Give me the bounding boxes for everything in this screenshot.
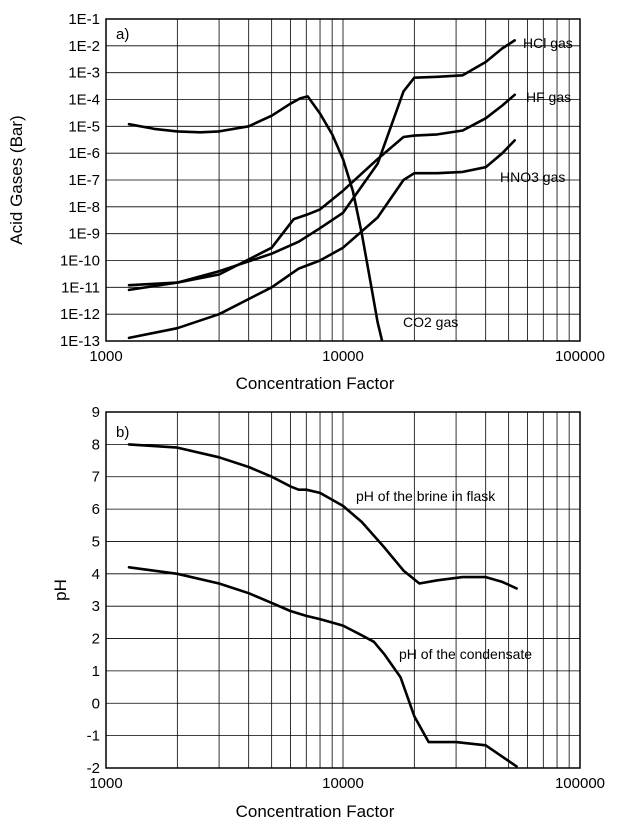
y-tick-label: 1 [92, 663, 100, 680]
annotation-hf-gas: HF gas [526, 89, 571, 105]
series-line-hno3-gas [127, 139, 517, 340]
x-tick-label: 100000 [555, 775, 605, 792]
panel-a-acid-gases: 1E-13 1E-12 1E-11 1E-10 1E-9 1E-8 1E-7 1E-6 1E-5… [7, 11, 605, 393]
y-tick-label: 1E-9 [68, 226, 100, 243]
series-line-co2-gas [127, 95, 384, 341]
panel-b-label: b) [116, 424, 129, 441]
y-tick-label: 4 [92, 566, 100, 583]
panel-a-plot-frame [105, 18, 581, 342]
panel-a-label: a) [116, 26, 129, 43]
y-tick-label: 3 [92, 598, 100, 615]
series-line-ph-of-the-condensate [127, 565, 518, 768]
x-tick-label: 1000 [89, 348, 122, 365]
y-tick-label: 7 [92, 469, 100, 486]
x-tick-label: 10000 [322, 775, 364, 792]
y-tick-label: 0 [92, 695, 100, 712]
annotation-hcl-gas: HCl gas [523, 35, 573, 51]
y-tick-label: 9 [92, 404, 100, 421]
series-line-ph-of-the-brine-in-flask [127, 443, 518, 590]
series-line-hf-gas [127, 93, 517, 292]
y-tick-label: 1E-10 [60, 253, 100, 270]
y-tick-label: 1E-1 [68, 11, 100, 28]
x-tick-label: 1000 [89, 775, 122, 792]
x-tick-label: 100000 [555, 348, 605, 365]
panel-a-y-axis-title: Acid Gases (Bar) [7, 115, 26, 244]
panel-b-plot-frame [105, 411, 581, 769]
y-tick-label: 8 [92, 436, 100, 453]
annotation-co2-gas: CO2 gas [403, 314, 458, 330]
y-tick-label: -2 [87, 760, 100, 777]
panel-b-grid [106, 412, 580, 768]
panel-a-y-tick-labels: 1E-13 1E-12 1E-11 1E-10 1E-9 1E-8 1E-7 1E-6 1E-5… [60, 11, 100, 350]
panel-b-y-tick-labels: -2 -1 0 1 2 3 4 5 6 7 8 9 [87, 404, 100, 777]
x-tick-label: 10000 [322, 348, 364, 365]
panel-b-x-axis-title: Concentration Factor [236, 802, 395, 821]
panel-b-x-tick-labels: 1000 10000 100000 [89, 775, 605, 792]
y-tick-label: 1E-11 [61, 279, 100, 296]
y-tick-label: 1E-8 [68, 199, 100, 216]
y-tick-label: 1E-5 [68, 118, 100, 135]
annotation-hno3-gas: HNO3 gas [500, 169, 565, 185]
panel-b-series [127, 443, 518, 768]
panel-a-series [127, 39, 517, 341]
y-tick-label: 1E-2 [68, 38, 100, 55]
y-tick-label: 2 [92, 631, 100, 648]
y-tick-label: 1E-6 [68, 145, 100, 162]
y-tick-label: 5 [92, 533, 100, 550]
series-line-hcl-gas [127, 39, 517, 287]
y-tick-label: 1E-12 [60, 306, 100, 323]
y-tick-label: 1E-3 [68, 65, 100, 82]
panel-a-x-axis-title: Concentration Factor [236, 374, 395, 393]
panel-a-grid [106, 19, 580, 341]
annotation-brine-ph: pH of the brine in flask [356, 488, 496, 504]
y-tick-label: 1E-7 [68, 172, 100, 189]
annotation-condensate-ph: pH of the condensate [399, 646, 532, 662]
y-tick-label: 1E-13 [60, 333, 100, 350]
y-tick-label: 1E-4 [68, 92, 100, 109]
y-tick-label: -1 [87, 728, 100, 745]
panel-b-y-axis-title: pH [51, 579, 70, 601]
y-tick-label: 6 [92, 501, 100, 518]
panel-a-x-tick-labels: 1000 10000 100000 [89, 348, 605, 365]
panel-b-ph: -2 -1 0 1 2 3 4 5 6 7 8 9 1000 10000 100000 b) pH of … [51, 404, 605, 821]
